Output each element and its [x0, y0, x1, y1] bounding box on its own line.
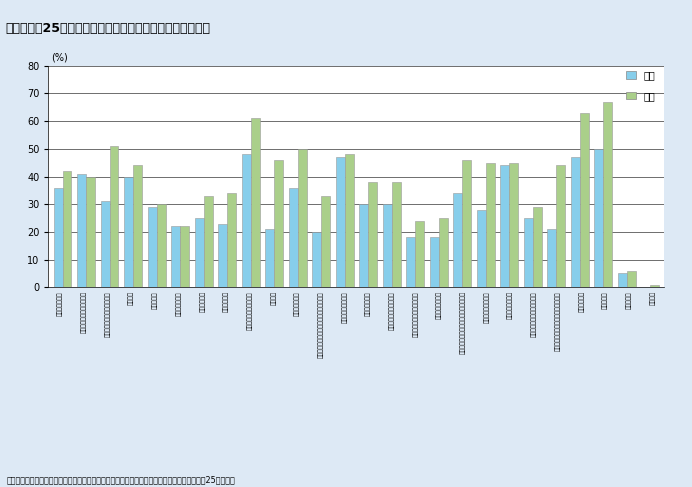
- Bar: [242, 154, 251, 287]
- Bar: [289, 187, 298, 287]
- Text: 上司の理解: 上司の理解: [602, 291, 608, 309]
- Bar: [580, 113, 589, 287]
- Bar: [265, 229, 274, 287]
- Bar: [133, 166, 142, 287]
- Text: 第１－２－25図／家庭と仕事を両立するために必要なこと: 第１－２－25図／家庭と仕事を両立するために必要なこと: [6, 21, 210, 35]
- Text: 休業中の代替要員: 休業中の代替要員: [437, 291, 442, 319]
- Bar: [439, 218, 448, 287]
- Text: 家事サポート: 家事サポート: [224, 291, 229, 312]
- Bar: [171, 226, 180, 287]
- Text: 労働時間の短縮: 労働時間の短縮: [57, 291, 63, 316]
- Text: (%): (%): [51, 53, 68, 63]
- Text: 仕事中心の考え方を変える: 仕事中心の考え方を変える: [81, 291, 86, 333]
- Bar: [556, 166, 565, 287]
- Bar: [547, 229, 556, 287]
- Bar: [156, 204, 165, 287]
- Bar: [618, 274, 627, 287]
- Text: 任期制度など雇用形態の改善: 任期制度など雇用形態の改善: [531, 291, 537, 337]
- Bar: [368, 182, 377, 287]
- Text: 夫婦の同居: 夫婦の同居: [152, 291, 158, 309]
- Bar: [124, 177, 133, 287]
- Bar: [147, 207, 156, 287]
- Text: 勤務時間の弾力化: 勤務時間の弾力化: [507, 291, 513, 319]
- Bar: [392, 182, 401, 287]
- Bar: [274, 160, 283, 287]
- Text: 職住接近: 職住接近: [129, 291, 134, 305]
- Bar: [500, 166, 509, 287]
- Bar: [109, 146, 118, 287]
- Bar: [53, 187, 62, 287]
- Bar: [383, 204, 392, 287]
- Bar: [100, 202, 109, 287]
- Bar: [406, 238, 415, 287]
- Bar: [62, 171, 71, 287]
- Bar: [298, 149, 307, 287]
- Bar: [321, 196, 330, 287]
- Text: 保育マやファミリーサポート制度等の拡充: 保育マやファミリーサポート制度等の拡充: [318, 291, 324, 358]
- Text: 介護サービスの拡充: 介護サービスの拡充: [342, 291, 347, 323]
- Text: 治安の向上: 治安の向上: [626, 291, 632, 309]
- Text: 職場の雰囲気: 職場の雰囲気: [579, 291, 584, 312]
- Bar: [227, 193, 236, 287]
- Text: 学童保育の拡充: 学童保育の拡充: [294, 291, 300, 316]
- Bar: [571, 157, 580, 287]
- Bar: [312, 232, 321, 287]
- Bar: [336, 157, 345, 287]
- Text: 男女役割分担の意識を変える: 男女役割分担の意識を変える: [105, 291, 111, 337]
- Text: 休業中に自宅で仕事を継続できる仕組み: 休業中に自宅で仕事を継続できる仕組み: [460, 291, 466, 354]
- Bar: [486, 163, 495, 287]
- Bar: [218, 224, 227, 287]
- Bar: [477, 210, 486, 287]
- Text: 多様な働き方（多様なキャリアパス）: 多様な働き方（多様なキャリアパス）: [555, 291, 561, 351]
- Bar: [430, 238, 439, 287]
- Bar: [415, 221, 424, 287]
- Text: 病児保育: 病児保育: [271, 291, 276, 305]
- Bar: [453, 193, 462, 287]
- Legend: 男性, 女性: 男性, 女性: [622, 66, 659, 105]
- Bar: [524, 218, 533, 287]
- Text: 業務サポート: 業務サポート: [199, 291, 206, 312]
- Text: 育児・介護への経済支援: 育児・介護への経済支援: [389, 291, 394, 330]
- Bar: [603, 102, 612, 287]
- Bar: [77, 174, 86, 287]
- Text: 特になし: 特になし: [650, 291, 655, 305]
- Bar: [627, 271, 636, 287]
- Bar: [180, 226, 189, 287]
- Text: 有給休暇の増加: 有給休暇の増加: [176, 291, 181, 316]
- Bar: [359, 204, 368, 287]
- Bar: [594, 149, 603, 287]
- Bar: [203, 196, 212, 287]
- Bar: [194, 218, 203, 287]
- Bar: [345, 154, 354, 287]
- Bar: [533, 207, 542, 287]
- Text: 多様な休業制度: 多様な休業制度: [365, 291, 371, 316]
- Text: 資料：男女共同参画学協会連絡会「第三回科学技術系専門職の男女共同参画実態調査」（平成25年８月）: 資料：男女共同参画学協会連絡会「第三回科学技術系専門職の男女共同参画実態調査」（…: [7, 476, 236, 485]
- Text: 休業者の勤務先への公的補助: 休業者の勤務先への公的補助: [413, 291, 419, 337]
- Bar: [251, 118, 260, 287]
- Bar: [650, 284, 659, 287]
- Bar: [86, 177, 95, 287]
- Text: 保育園のサービスの拡充: 保育園のサービスの拡充: [247, 291, 253, 330]
- Bar: [462, 160, 471, 287]
- Text: ワークシェアリング: ワークシェアリング: [484, 291, 489, 323]
- Bar: [509, 163, 518, 287]
